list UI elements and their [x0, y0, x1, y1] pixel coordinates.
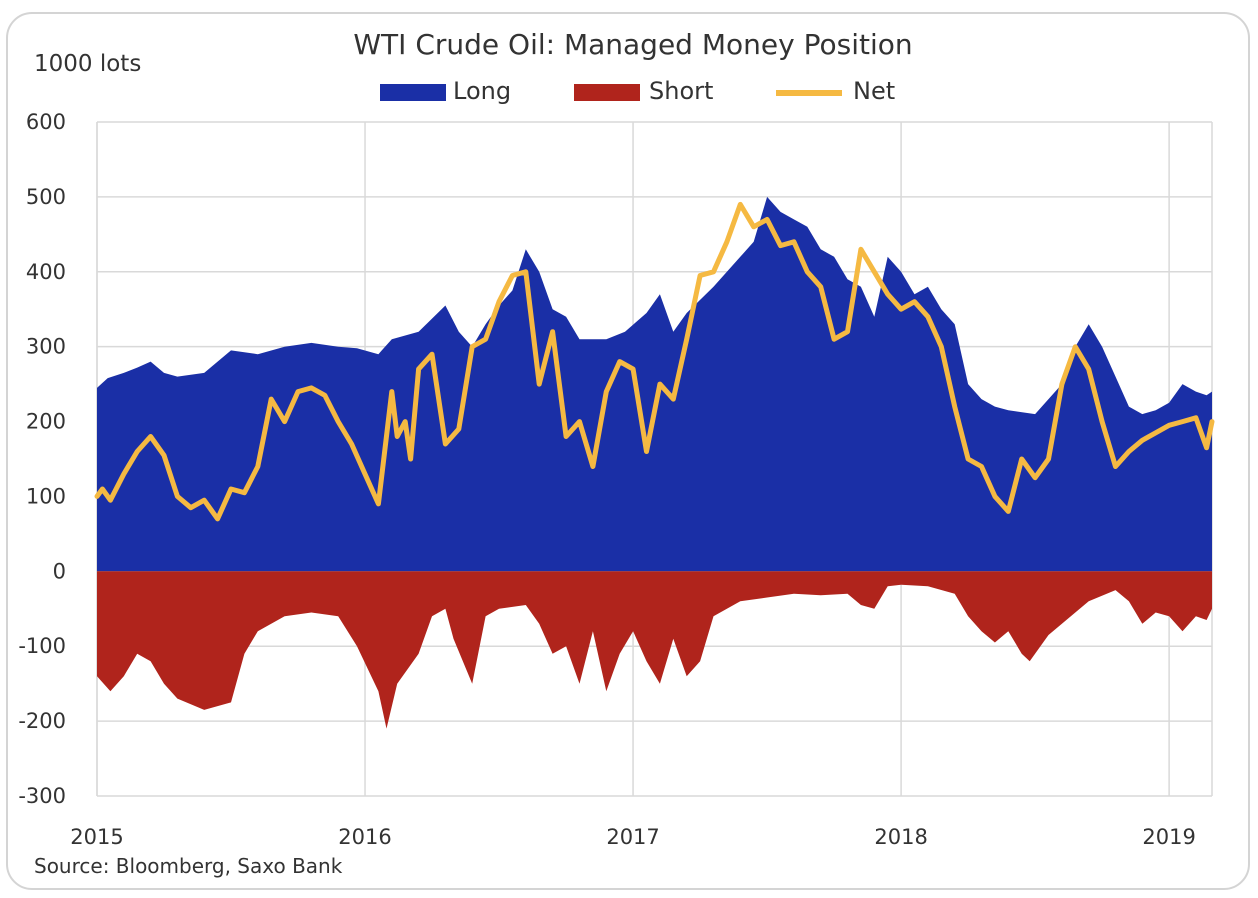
legend: Long Short Net	[380, 77, 895, 105]
y-tick-label-400: 400	[26, 260, 66, 284]
legend-label-long: Long	[453, 77, 511, 105]
legend-swatch-short	[574, 84, 640, 101]
chart-svg: WTI Crude Oil: Managed Money Position 10…	[18, 28, 1215, 878]
y-tick-label-500: 500	[26, 185, 66, 209]
x-tick-label-2018: 2018	[874, 825, 927, 849]
x-tick-label-2015: 2015	[70, 825, 123, 849]
series-areas	[97, 196, 1212, 729]
y-axis-unit-label: 1000 lots	[34, 51, 141, 77]
series-area-long	[97, 196, 1212, 572]
legend-swatch-long	[380, 84, 446, 101]
chart-title: WTI Crude Oil: Managed Money Position	[353, 28, 912, 61]
legend-swatch-net	[776, 90, 842, 96]
legend-label-net: Net	[853, 77, 895, 105]
y-tick-label-0: 0	[53, 559, 66, 583]
y-tick-label--300: -300	[18, 784, 66, 808]
y-tick-label-100: 100	[26, 484, 66, 508]
x-tick-label-2017: 2017	[606, 825, 659, 849]
chart-frame: WTI Crude Oil: Managed Money Position 10…	[6, 12, 1250, 890]
y-tick-label--100: -100	[18, 634, 66, 658]
source-note: Source: Bloomberg, Saxo Bank	[34, 854, 343, 878]
y-tick-label-600: 600	[26, 110, 66, 134]
legend-label-short: Short	[649, 77, 713, 105]
x-tick-label-2019: 2019	[1142, 825, 1195, 849]
x-tick-label-2016: 2016	[338, 825, 391, 849]
series-line-net	[94, 201, 1215, 522]
y-tick-label--200: -200	[18, 709, 66, 733]
y-tick-label-200: 200	[26, 410, 66, 434]
y-tick-label-300: 300	[26, 335, 66, 359]
series-area-short	[97, 571, 1212, 729]
series-net-line-group	[94, 201, 1215, 522]
y-axis-ticks: 600 500 400 300 200 100 0 -100 -200 -300	[18, 110, 66, 808]
x-axis-ticks: 2015 2016 2017 2018 2019	[70, 825, 1196, 849]
